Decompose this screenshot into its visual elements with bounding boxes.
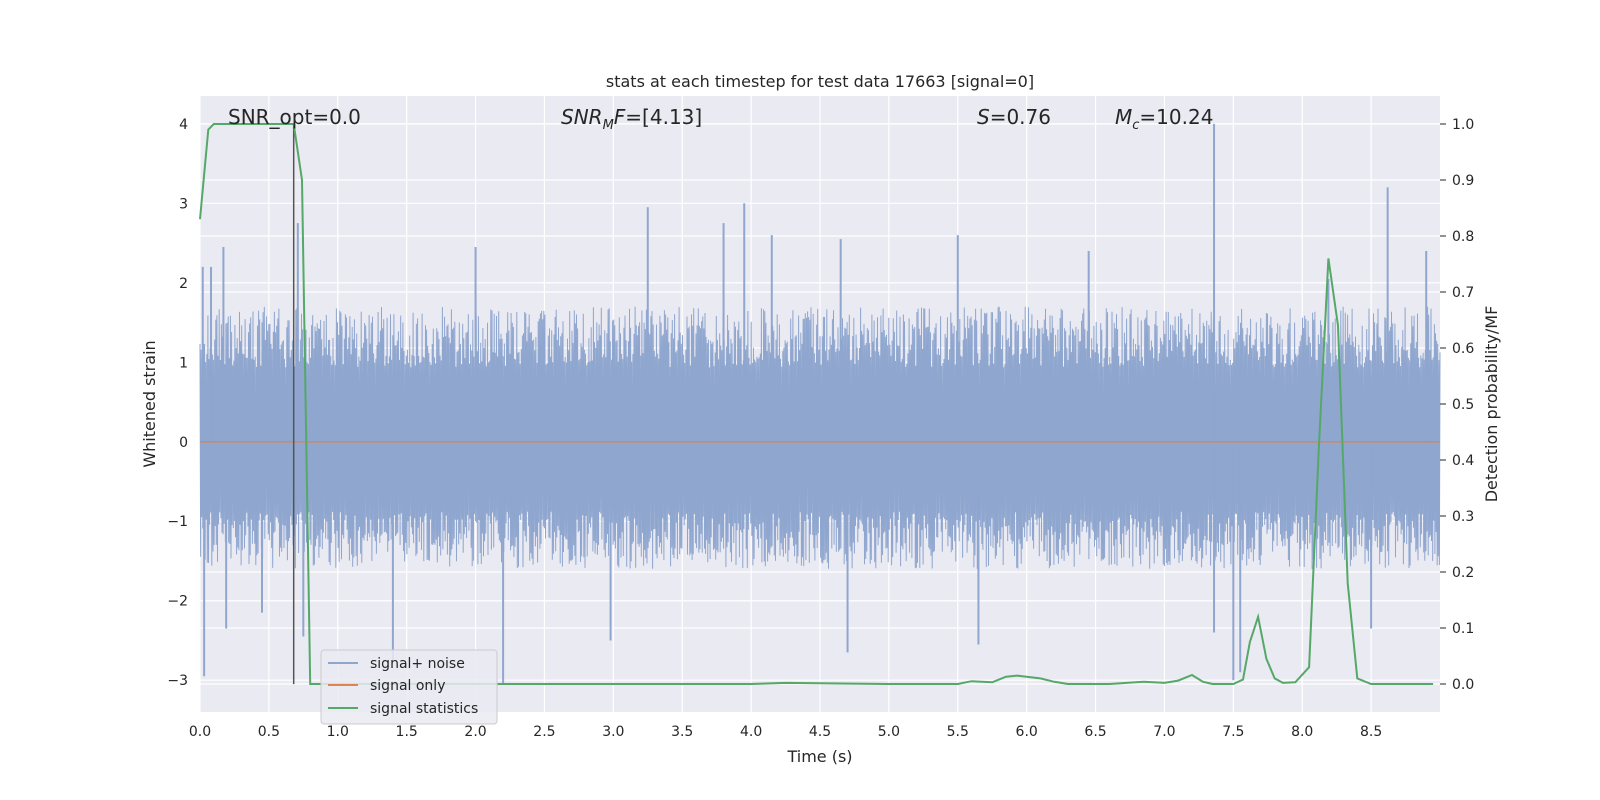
y-right-tick-label: 0.3 <box>1452 509 1474 525</box>
snr-opt-annotation: SNR_opt=0.0 <box>228 105 361 129</box>
y-right-tick-label: 0.5 <box>1452 397 1474 413</box>
s-annotation: S=0.76 <box>977 105 1051 129</box>
x-tick-label: 0.0 <box>189 724 211 740</box>
snr-mf-annotation: SNRMF=[4.13] <box>561 105 702 133</box>
y-right-tick-label: 0.7 <box>1452 285 1474 301</box>
x-tick-label: 4.0 <box>740 724 762 740</box>
mc-annotation: Mc=10.24 <box>1115 105 1213 133</box>
signal-statistics-series <box>199 123 1434 685</box>
y-tick-label: −3 <box>167 673 188 689</box>
x-tick-label: 2.0 <box>464 724 486 740</box>
y-tick-label: 1 <box>179 355 188 371</box>
x-tick-label: 3.0 <box>602 724 624 740</box>
x-tick-label: 2.5 <box>533 724 555 740</box>
signal-statistics-line <box>199 123 1434 685</box>
y-right-tick-label: 1.0 <box>1452 117 1474 133</box>
x-tick-label: 7.5 <box>1222 724 1244 740</box>
y-tick-label: −1 <box>167 514 188 530</box>
y-right-tick-label: 0.8 <box>1452 229 1474 245</box>
x-axis-label: Time (s) <box>786 747 852 766</box>
y-tick-label: −2 <box>167 594 188 610</box>
x-axis-ticks: 0.0 0.5 1.0 1.5 2.0 2.5 3.0 3.5 4.0 4.5 5.0 5.5 6.0 6… <box>189 724 1382 740</box>
y-tick-label: 3 <box>179 196 188 212</box>
y-right-tick-label: 0.6 <box>1452 341 1474 357</box>
y-right-tick-label: 0.2 <box>1452 565 1474 581</box>
x-tick-label: 5.0 <box>878 724 900 740</box>
y-right-tick-label: 0.1 <box>1452 621 1474 637</box>
x-tick-label: 6.0 <box>1016 724 1038 740</box>
signal-noise-series <box>199 123 1441 685</box>
y-axis-left-ticks: 4 3 2 1 0 −1 −2 −3 <box>167 117 188 689</box>
y-tick-label: 2 <box>179 276 188 292</box>
y-axis-label: Whitened strain <box>140 340 159 467</box>
x-tick-label: 1.5 <box>396 724 418 740</box>
y-axis-right-ticks: 1.0 0.9 0.8 0.7 0.6 0.5 0.4 0.3 0.2 0.1 0.0 <box>1440 117 1474 693</box>
x-tick-label: 1.0 <box>327 724 349 740</box>
x-tick-label: 0.5 <box>258 724 280 740</box>
legend-box <box>320 649 498 725</box>
x-tick-label: 7.0 <box>1153 724 1175 740</box>
x-tick-label: 4.5 <box>809 724 831 740</box>
legend-label-signal-only: signal only <box>370 678 445 694</box>
x-tick-label: 6.5 <box>1084 724 1106 740</box>
y-tick-label: 4 <box>179 117 188 133</box>
y-right-tick-label: 0.0 <box>1452 677 1474 693</box>
legend-label-signal-noise: signal+ noise <box>370 656 465 672</box>
x-tick-label: 5.5 <box>947 724 969 740</box>
x-tick-label: 3.5 <box>671 724 693 740</box>
chart-title: stats at each timestep for test data 176… <box>606 72 1034 91</box>
legend: signal+ noise signal only signal statist… <box>320 649 498 725</box>
x-tick-label: 8.0 <box>1291 724 1313 740</box>
x-tick-label: 8.5 <box>1360 724 1382 740</box>
legend-label-signal-statistics: signal statistics <box>370 701 478 717</box>
y-right-tick-label: 0.4 <box>1452 453 1474 469</box>
y-tick-label: 0 <box>179 435 188 451</box>
y-axis-right-label: Detection probability/MF <box>1482 306 1501 503</box>
y-right-tick-label: 0.9 <box>1452 173 1474 189</box>
